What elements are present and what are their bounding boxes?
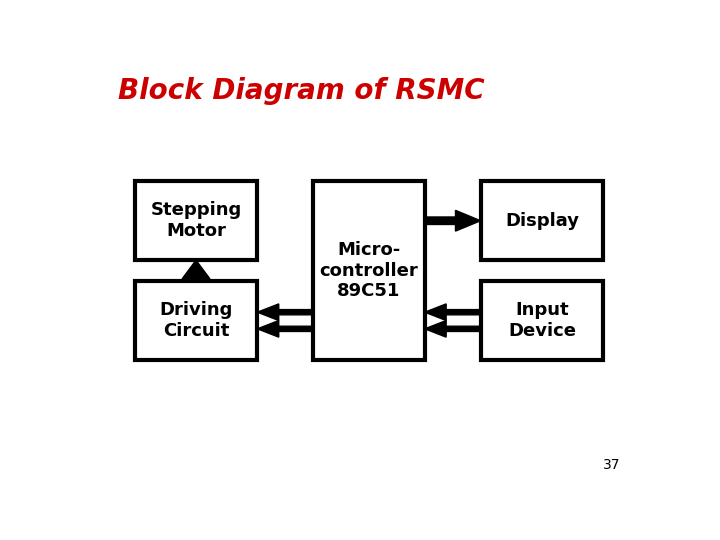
Polygon shape xyxy=(258,304,313,321)
Bar xyxy=(135,281,258,360)
Polygon shape xyxy=(258,321,313,337)
Polygon shape xyxy=(182,260,210,281)
Polygon shape xyxy=(425,321,481,337)
Text: Stepping
Motor: Stepping Motor xyxy=(150,201,242,240)
Polygon shape xyxy=(425,304,481,321)
Bar xyxy=(481,281,603,360)
Polygon shape xyxy=(425,210,481,231)
Text: Display: Display xyxy=(505,212,579,230)
Text: Input
Device: Input Device xyxy=(508,301,576,340)
Text: 37: 37 xyxy=(603,458,620,472)
Text: Block Diagram of RSMC: Block Diagram of RSMC xyxy=(118,77,485,105)
Bar xyxy=(313,181,425,360)
Bar xyxy=(481,181,603,260)
Bar xyxy=(135,181,258,260)
Text: Driving
Circuit: Driving Circuit xyxy=(159,301,233,340)
Text: Micro-
controller
89C51: Micro- controller 89C51 xyxy=(320,241,418,300)
